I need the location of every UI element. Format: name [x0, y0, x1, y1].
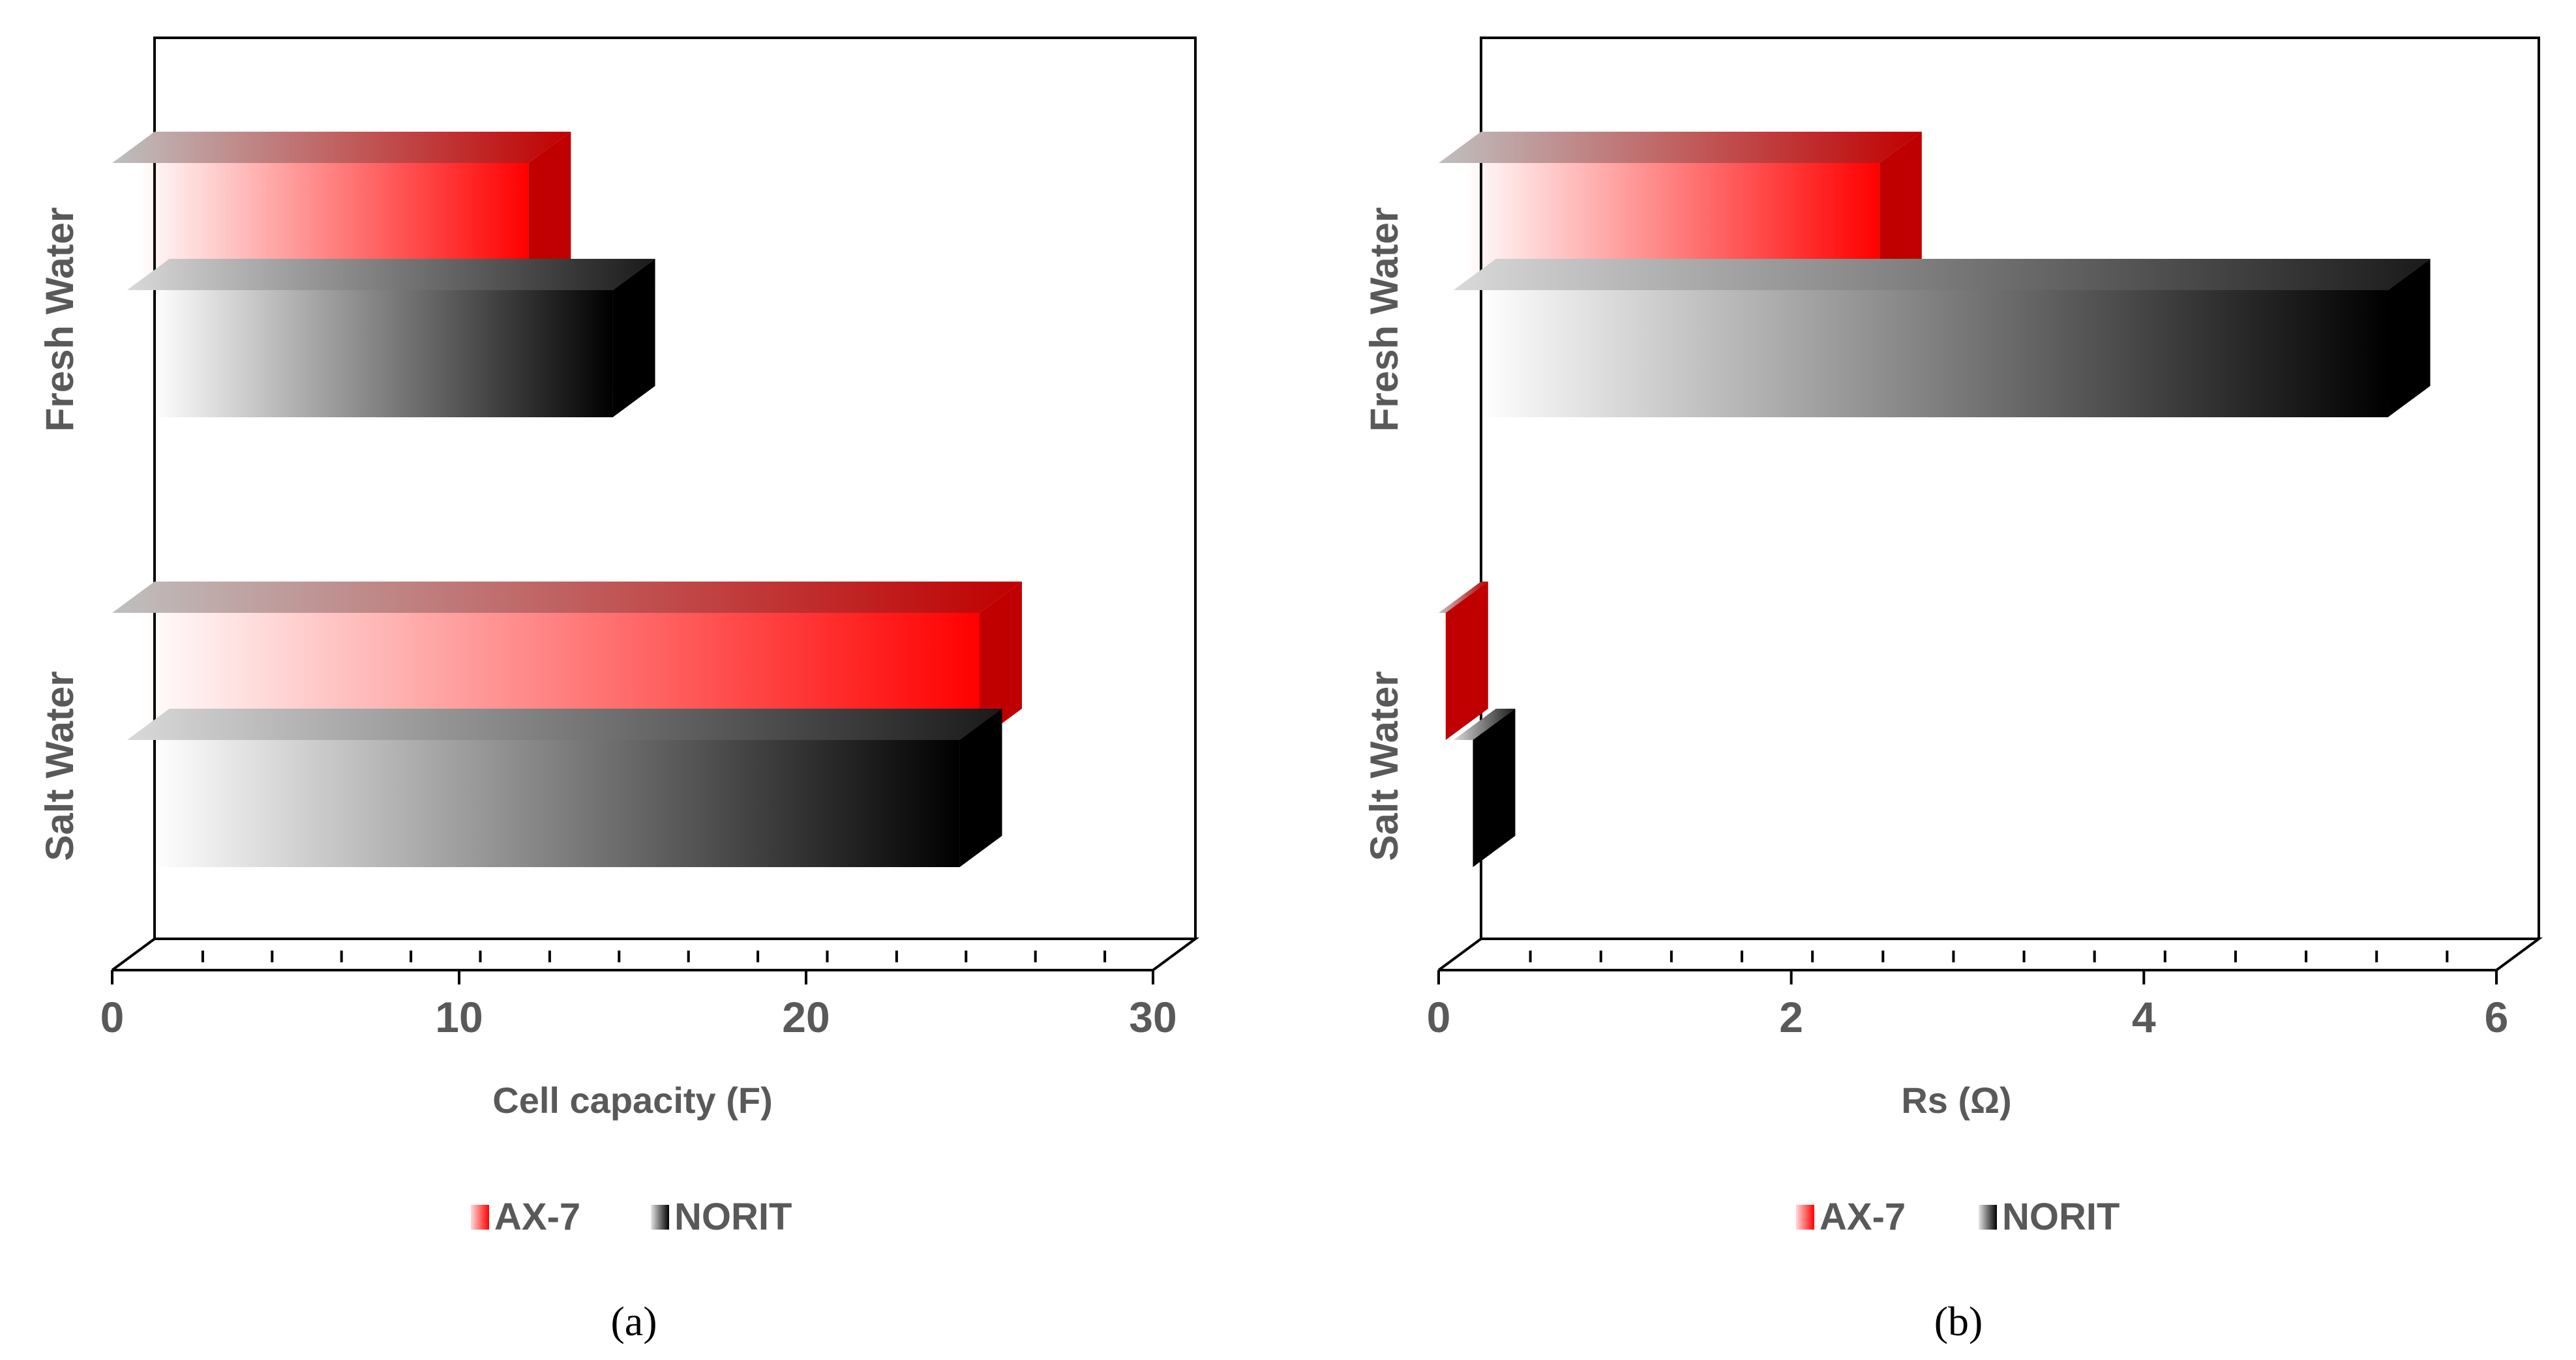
category-label: Fresh Water: [38, 207, 82, 432]
bar-side-face: [959, 709, 1002, 867]
x-tick-label: 10: [435, 993, 483, 1041]
legend-swatch-ax7: [471, 1205, 489, 1230]
bar-top-face: [1439, 132, 1922, 163]
floor: [1437, 938, 2543, 971]
bar-norit-0: [1453, 259, 2431, 417]
bar-side-face: [980, 582, 1022, 740]
legend-label-ax7: AX-7: [494, 1196, 580, 1238]
legend: AX-7 NORIT: [1796, 1196, 2119, 1238]
panel-caption: (a): [610, 1298, 657, 1344]
bar-group: [1439, 132, 2431, 867]
bar-side-face: [1879, 132, 1922, 290]
panel-caption: (b): [1934, 1298, 1983, 1344]
back-wall: [1480, 37, 2540, 939]
bar-top-face: [112, 132, 571, 163]
x-axis-tick-labels: 0 10 20 30: [100, 993, 1177, 1041]
category-label: Salt Water: [38, 671, 82, 861]
bar-norit-1: [1453, 709, 1516, 867]
x-axis-ticks: [111, 951, 1154, 984]
bar-side-face: [1473, 709, 1516, 867]
bar-front-face: [1479, 290, 2388, 417]
bar-group: [112, 132, 1022, 867]
x-tick-label: 20: [782, 993, 830, 1041]
legend: AX-7 NORIT: [471, 1196, 792, 1238]
bar-top-face: [112, 582, 1022, 613]
floor: [111, 938, 1200, 971]
panel-b: 0 2 4 6 Fresh Water Salt Water Rs (Ω) AX-7 N…: [1362, 37, 2543, 1344]
legend-swatch-ax7: [1796, 1205, 1814, 1230]
category-labels: Fresh Water Salt Water: [1362, 207, 1406, 861]
bar-front-face: [153, 290, 613, 417]
bar-front-face: [153, 740, 960, 867]
bar-side-face: [612, 259, 655, 417]
plot-frame: [1437, 37, 2543, 971]
legend-swatch-norit: [1979, 1205, 1997, 1230]
legend-label-ax7: AX-7: [1820, 1196, 1906, 1238]
bar-top-face: [127, 259, 655, 290]
bar-norit-0: [127, 259, 655, 417]
x-tick-label: 4: [2132, 993, 2156, 1041]
panel-a: 0 10 20 30 Fresh Water Salt Water Cell capac…: [38, 37, 1200, 1344]
x-tick-label: 0: [1427, 993, 1451, 1041]
x-axis-title: Cell capacity (F): [492, 1080, 772, 1121]
bar-side-face: [528, 132, 571, 290]
bar-side-face: [1445, 582, 1488, 740]
legend-label-norit: NORIT: [2002, 1196, 2119, 1238]
bar-norit-1: [127, 709, 1002, 867]
bar-top-face: [1453, 259, 2431, 290]
x-tick-label: 30: [1129, 993, 1176, 1041]
bar-ax7-1: [1439, 582, 1488, 740]
back-wall: [153, 37, 1197, 939]
plot-frame: [111, 37, 1200, 971]
legend-swatch-norit: [651, 1205, 669, 1230]
bar-side-face: [2388, 259, 2431, 417]
x-axis-title: Rs (Ω): [1901, 1080, 2011, 1121]
legend-label-norit: NORIT: [674, 1196, 792, 1238]
bar-top-face: [1453, 709, 1516, 740]
x-axis-ticks: [1437, 951, 2498, 984]
category-label: Fresh Water: [1362, 207, 1406, 432]
category-label: Salt Water: [1362, 671, 1406, 861]
x-tick-label: 0: [100, 993, 125, 1041]
bar-top-face: [1439, 582, 1488, 613]
category-labels: Fresh Water Salt Water: [38, 207, 82, 861]
x-tick-label: 6: [2485, 993, 2509, 1041]
x-tick-label: 2: [1779, 993, 1803, 1041]
x-axis-tick-labels: 0 2 4 6: [1427, 993, 2509, 1041]
bar-top-face: [127, 709, 1002, 740]
